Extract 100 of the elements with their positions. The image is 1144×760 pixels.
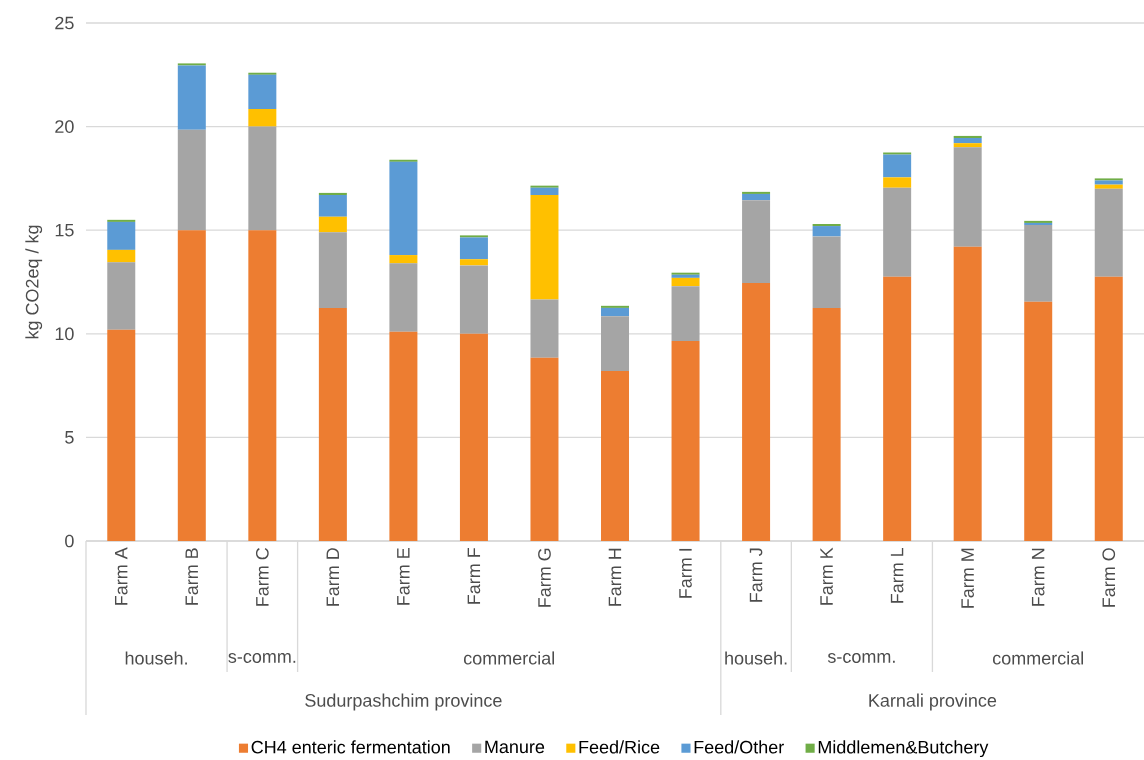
bar xyxy=(1094,188,1123,277)
bar xyxy=(1094,184,1123,189)
bar xyxy=(953,246,982,541)
text: Karnali province xyxy=(869,693,997,711)
x-tick-label: Farm H xyxy=(608,548,622,606)
x-tick-label: Farm N xyxy=(1031,548,1045,606)
bar xyxy=(248,230,277,541)
bar xyxy=(1024,225,1053,302)
bar xyxy=(883,152,912,155)
bar xyxy=(742,283,771,541)
bar xyxy=(177,129,206,231)
text: Sudurpashchim province xyxy=(305,693,502,711)
bar xyxy=(459,333,488,541)
x-tick-label: Farm D xyxy=(326,548,340,606)
y-tick-label: 5 xyxy=(65,431,74,444)
bar xyxy=(742,193,771,201)
bar xyxy=(318,232,347,308)
bar xyxy=(248,126,277,231)
bar xyxy=(742,200,771,284)
bar xyxy=(1094,180,1123,185)
bar xyxy=(671,286,700,342)
legend-label: CH4 enteric fermentation xyxy=(251,740,450,754)
legend-label: Middlemen&Butchery xyxy=(818,740,989,758)
bar xyxy=(530,194,559,300)
bar xyxy=(318,194,347,217)
bar xyxy=(107,221,136,250)
bar xyxy=(1024,301,1053,541)
bar xyxy=(601,316,630,372)
y-tick-label: 10 xyxy=(55,327,74,341)
text: househ. xyxy=(125,651,187,665)
bar xyxy=(953,135,982,138)
bar xyxy=(742,191,771,194)
x-tick-label: Farm O xyxy=(1102,548,1116,607)
legend-label: Feed/Other xyxy=(694,740,784,754)
bar xyxy=(248,108,277,127)
bar xyxy=(812,307,841,541)
x-tick-label: Farm E xyxy=(397,548,410,605)
x-tick-label: Farm B xyxy=(185,548,199,605)
bar xyxy=(459,235,488,238)
text: househ. xyxy=(725,651,787,665)
bar xyxy=(812,236,841,308)
y-tick-label: 0 xyxy=(65,534,74,548)
bar xyxy=(318,192,347,195)
bar xyxy=(953,143,982,148)
bar xyxy=(530,187,559,195)
y-tick-label: 25 xyxy=(55,16,74,30)
bar xyxy=(459,265,488,334)
legend-label: Feed/Rice xyxy=(579,740,660,754)
bar xyxy=(671,277,700,287)
text: s-comm. xyxy=(228,653,296,663)
x-tick-label: Farm J xyxy=(749,548,763,602)
bar xyxy=(389,159,418,162)
legend-label: Manure xyxy=(485,740,545,754)
bar xyxy=(107,329,136,541)
bar xyxy=(883,187,912,277)
bar xyxy=(459,237,488,260)
bar xyxy=(530,185,559,188)
x-tick-label: Farm I xyxy=(679,548,692,598)
bar xyxy=(812,223,841,227)
bar xyxy=(248,74,277,109)
bar xyxy=(389,331,418,541)
bar xyxy=(389,263,418,332)
bar xyxy=(953,147,982,247)
text: commercial xyxy=(463,651,555,665)
bar xyxy=(671,341,700,541)
bar xyxy=(107,249,136,263)
text: commercial xyxy=(992,651,1084,665)
bar xyxy=(1094,178,1123,181)
bar xyxy=(812,226,841,237)
bar xyxy=(601,371,630,541)
y-axis-title: kg CO2eq / kg xyxy=(25,225,43,339)
x-tick-label: Farm F xyxy=(467,548,481,604)
y-tick-label: 20 xyxy=(55,120,74,133)
bar xyxy=(883,154,912,178)
bar xyxy=(601,307,630,317)
bar xyxy=(883,276,912,541)
bar xyxy=(459,259,488,266)
bar xyxy=(953,137,982,144)
bar xyxy=(177,65,206,130)
bar xyxy=(389,161,418,256)
bar xyxy=(107,262,136,330)
bar xyxy=(601,305,630,308)
bar xyxy=(107,219,136,222)
x-tick-label: Farm A xyxy=(114,547,128,605)
x-tick-label: Farm M xyxy=(961,548,974,608)
bar xyxy=(318,307,347,541)
text: s-comm. xyxy=(827,653,895,663)
bar xyxy=(530,299,559,358)
bar xyxy=(177,63,206,66)
x-tick-label: Farm G xyxy=(538,548,551,607)
bar xyxy=(177,230,206,541)
x-tick-label: Farm C xyxy=(255,547,269,606)
bar xyxy=(389,255,418,264)
bar xyxy=(318,216,347,233)
x-tick-label: Farm L xyxy=(890,547,904,603)
y-tick-label: 15 xyxy=(55,223,74,237)
bar xyxy=(248,72,277,75)
bar xyxy=(883,177,912,188)
bar xyxy=(1094,276,1123,541)
x-tick-label: Farm K xyxy=(820,547,833,605)
